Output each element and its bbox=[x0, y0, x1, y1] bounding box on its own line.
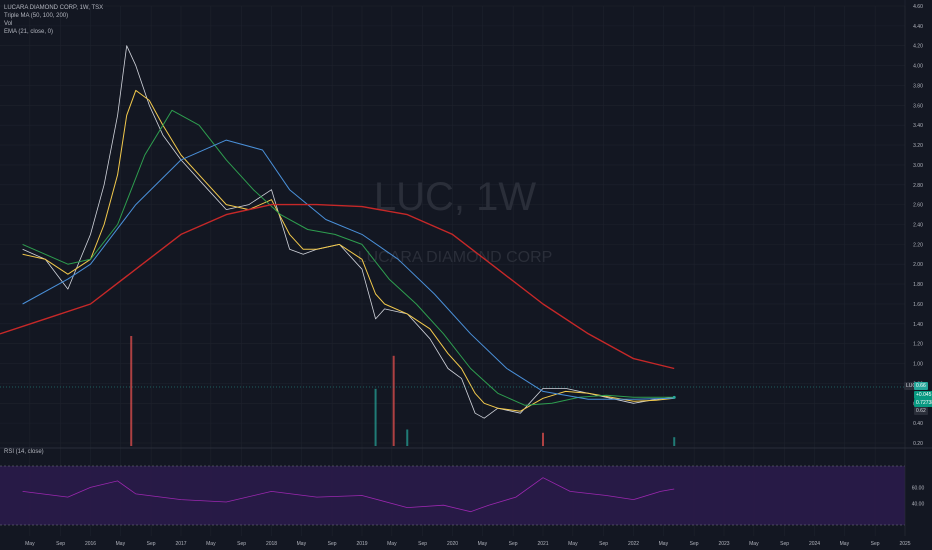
rsi-layer bbox=[22, 477, 675, 513]
price-tick-label: 3.80 bbox=[913, 83, 923, 89]
price-tick-label: 4.60 bbox=[913, 4, 923, 10]
price-tick-label: 2.60 bbox=[913, 203, 923, 209]
time-tick-label: Sep bbox=[871, 541, 880, 547]
price-tick-label: 3.20 bbox=[913, 143, 923, 149]
volume-bar bbox=[542, 432, 544, 446]
ma200-line bbox=[0, 203, 675, 370]
time-tick-label: May bbox=[840, 541, 850, 547]
time-tick-label: Sep bbox=[418, 541, 427, 547]
price-tick-label: 4.40 bbox=[913, 24, 923, 30]
time-tick-label: May bbox=[297, 541, 307, 547]
time-tick-label: May bbox=[659, 541, 669, 547]
time-tick-label: Sep bbox=[147, 541, 156, 547]
price-tag: 0.66 bbox=[914, 382, 928, 390]
price-tick-label: 2.80 bbox=[913, 183, 923, 189]
time-tick-label: May bbox=[478, 541, 488, 547]
volume-bar bbox=[374, 388, 377, 446]
volume-bar bbox=[673, 437, 676, 446]
time-tick-label: 2025 bbox=[899, 541, 910, 547]
time-tick-label: 2022 bbox=[628, 541, 639, 547]
price-tick-label: 3.00 bbox=[913, 163, 923, 169]
price-tick-label: 1.80 bbox=[913, 282, 923, 288]
price-tick-label: 3.40 bbox=[913, 123, 923, 129]
time-tick-label: 2016 bbox=[85, 541, 96, 547]
time-tick-label: May bbox=[116, 541, 126, 547]
volume-bar bbox=[130, 336, 133, 446]
price-tick-label: 1.40 bbox=[913, 322, 923, 328]
time-tick-label: May bbox=[568, 541, 578, 547]
watermark-name: LUCARA DIAMOND CORP bbox=[358, 249, 553, 266]
ema21-line bbox=[22, 89, 675, 412]
time-tick-label: Sep bbox=[328, 541, 337, 547]
price-tick-label: 2.00 bbox=[913, 262, 923, 268]
time-tick-label: May bbox=[25, 541, 35, 547]
rsi-tick-label: 40.00 bbox=[912, 502, 925, 508]
price-tick-label: 2.40 bbox=[913, 223, 923, 229]
time-tick-label: Sep bbox=[780, 541, 789, 547]
price-tick-label: 1.60 bbox=[913, 302, 923, 308]
time-tick-label: Sep bbox=[237, 541, 246, 547]
legend: LUCARA DIAMOND CORP, 1W, TSX Triple MA (… bbox=[4, 4, 103, 36]
price-tick-label: 4.20 bbox=[913, 44, 923, 50]
time-tick-label: May bbox=[206, 541, 216, 547]
time-tick-label: 2020 bbox=[447, 541, 458, 547]
volume-bar bbox=[392, 355, 395, 446]
last-price-point bbox=[672, 395, 676, 399]
ticker-tag: LUC bbox=[904, 382, 919, 390]
volume-layer bbox=[130, 336, 676, 446]
time-tick-label: May bbox=[749, 541, 759, 547]
price-tick-label: 0.20 bbox=[913, 441, 923, 447]
line-layer bbox=[0, 45, 676, 419]
time-tick-label: 2024 bbox=[809, 541, 820, 547]
price-tick-label: 0.40 bbox=[913, 421, 923, 427]
rsi-tick-label: 60.00 bbox=[912, 485, 925, 491]
ma100-line bbox=[22, 139, 675, 400]
volume-bar bbox=[406, 429, 409, 446]
price-tick-label: 2.20 bbox=[913, 242, 923, 248]
time-tick-label: 2017 bbox=[175, 541, 186, 547]
ma50-line bbox=[22, 109, 675, 406]
rsi-line bbox=[22, 477, 675, 513]
time-tick-label: Sep bbox=[56, 541, 65, 547]
rsi-band bbox=[0, 466, 905, 525]
time-tick-label: 2023 bbox=[718, 541, 729, 547]
time-tick-label: Sep bbox=[599, 541, 608, 547]
watermark-ticker: LUC, 1W bbox=[374, 175, 536, 219]
time-tick-label: 2018 bbox=[266, 541, 277, 547]
legend-triple-ma[interactable]: Triple MA (50, 100, 200) bbox=[4, 13, 69, 19]
time-tick-label: Sep bbox=[690, 541, 699, 547]
price-tick-label: 3.60 bbox=[913, 103, 923, 109]
price-tick-label: 1.20 bbox=[913, 342, 923, 348]
legend-symbol[interactable]: LUCARA DIAMOND CORP, 1W, TSX bbox=[4, 5, 104, 11]
legend-vol[interactable]: Vol bbox=[4, 21, 13, 27]
time-tick-label: 2021 bbox=[537, 541, 548, 547]
value4-tag: 0.62 bbox=[914, 407, 928, 415]
legend-ema[interactable]: EMA (21, close, 0) bbox=[4, 29, 54, 35]
value3-tag: 0.72738 bbox=[914, 399, 932, 407]
time-tick-label: May bbox=[387, 541, 397, 547]
price-tick-label: 4.00 bbox=[913, 64, 923, 70]
price-tick-label: 1.00 bbox=[913, 362, 923, 368]
time-tick-label: Sep bbox=[509, 541, 518, 547]
time-tick-label: 2019 bbox=[356, 541, 367, 547]
change-tag: +0.045 bbox=[914, 391, 932, 399]
legend-rsi[interactable]: RSI (14, close) bbox=[4, 449, 44, 455]
